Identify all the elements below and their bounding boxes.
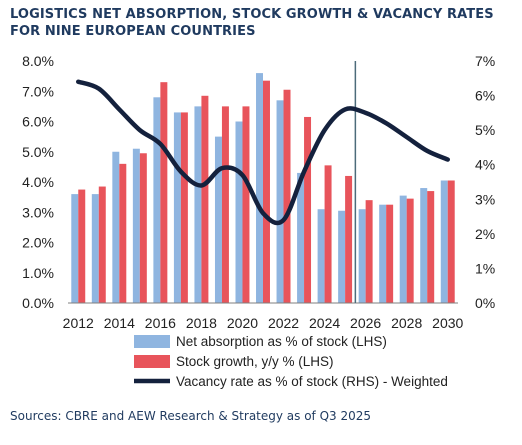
right-tick-label: 4% <box>475 157 495 173</box>
bar-stock-growth-2023 <box>304 116 312 304</box>
right-axis-ticks: 0% 1% 2% 3% 4% 5% 6% 7% <box>475 53 495 311</box>
bar-absorption-2015 <box>132 148 140 303</box>
x-axis-ticks: 2012 2014 2016 2018 2020 2022 2024 2026 2028 2030 <box>63 315 464 331</box>
bar-stock-growth-2021 <box>263 80 270 303</box>
left-tick-label: 7.0% <box>22 83 54 99</box>
right-tick-label: 0% <box>475 295 495 311</box>
x-tick-label: 2020 <box>227 315 258 331</box>
x-tick-label: 2026 <box>350 315 381 331</box>
x-tick-label: 2022 <box>268 315 299 331</box>
bar-stock-growth-2014 <box>119 163 127 303</box>
left-tick-label: 0.0% <box>22 295 54 311</box>
x-tick-label: 2030 <box>432 315 463 331</box>
bar-stock-growth-2017 <box>180 112 188 303</box>
x-tick-label: 2018 <box>186 315 217 331</box>
left-axis-ticks: 0.0% 1.0% 2.0% 3.0% 4.0% 5.0% 6.0% 7.0% 8.0% <box>22 53 54 311</box>
bar-stock-growth-2022 <box>283 89 291 303</box>
bar-stock-growth-2016 <box>160 82 168 303</box>
right-tick-label: 1% <box>475 260 495 276</box>
bar-stock-growth-2027 <box>386 204 394 303</box>
x-tick-label: 2028 <box>391 315 422 331</box>
left-tick-label: 5.0% <box>22 144 54 160</box>
bar-absorption-2014 <box>112 151 120 303</box>
left-tick-label: 3.0% <box>22 204 54 220</box>
bar-stock-growth-2019 <box>221 106 229 303</box>
bar-absorption-2023 <box>297 172 305 303</box>
left-tick-label: 1.0% <box>22 265 54 281</box>
legend: Net absorption as % of stock (LHS) Stock… <box>134 334 448 389</box>
bar-absorption-2024 <box>317 209 325 303</box>
bars-absorption <box>71 73 448 303</box>
bar-absorption-2026 <box>358 209 366 303</box>
bar-stock-growth-2030 <box>447 180 455 303</box>
bar-stock-growth-2018 <box>201 95 209 303</box>
right-tick-label: 5% <box>475 122 495 138</box>
x-tick-label: 2014 <box>104 315 135 331</box>
legend-swatch-absorption <box>134 335 170 348</box>
bar-absorption-2030 <box>440 180 448 303</box>
bar-absorption-2017 <box>173 112 181 303</box>
right-tick-label: 3% <box>475 191 495 207</box>
bars-stock-growth <box>78 80 455 304</box>
bar-stock-growth-2029 <box>427 191 435 303</box>
bar-absorption-2025 <box>338 210 346 303</box>
right-tick-label: 2% <box>475 226 495 242</box>
legend-label-absorption: Net absorption as % of stock (LHS) <box>176 334 387 349</box>
right-tick-label: 6% <box>475 88 495 104</box>
bar-absorption-2013 <box>91 194 99 303</box>
bar-absorption-2029 <box>420 188 428 303</box>
x-tick-label: 2016 <box>145 315 176 331</box>
chart-title: LOGISTICS NET ABSORPTION, STOCK GROWTH &… <box>10 7 494 39</box>
bar-absorption-2020 <box>235 121 243 303</box>
bar-stock-growth-2026 <box>365 200 373 303</box>
bar-stock-growth-2020 <box>242 106 250 303</box>
x-tick-label: 2012 <box>63 315 94 331</box>
bar-absorption-2016 <box>153 97 161 303</box>
left-tick-label: 2.0% <box>22 235 54 251</box>
vacancy-line <box>76 79 450 226</box>
source-note: Sources: CBRE and AEW Research & Strateg… <box>10 409 372 423</box>
right-tick-label: 7% <box>475 53 495 69</box>
bar-stock-growth-2012 <box>78 189 86 303</box>
legend-swatch-stock-growth <box>134 355 170 368</box>
bar-absorption-2018 <box>194 106 202 303</box>
x-tick-label: 2024 <box>309 315 340 331</box>
bar-stock-growth-2025 <box>345 175 353 303</box>
left-tick-label: 4.0% <box>22 174 54 190</box>
left-tick-label: 6.0% <box>22 114 54 130</box>
bar-absorption-2021 <box>256 73 263 303</box>
bar-absorption-2028 <box>399 195 407 303</box>
left-tick-label: 8.0% <box>22 53 54 69</box>
legend-label-vacancy: Vacancy rate as % of stock (RHS) - Weigh… <box>176 374 448 389</box>
bar-stock-growth-2024 <box>324 165 332 303</box>
bar-stock-growth-2028 <box>406 198 414 303</box>
bar-absorption-2019 <box>214 136 222 303</box>
bar-absorption-2027 <box>379 204 387 303</box>
legend-label-stock-growth: Stock growth, y/y % (LHS) <box>176 354 334 369</box>
bar-absorption-2012 <box>71 194 79 303</box>
bar-absorption-2022 <box>276 100 284 303</box>
bar-stock-growth-2015 <box>139 153 147 303</box>
bar-stock-growth-2013 <box>98 186 106 303</box>
